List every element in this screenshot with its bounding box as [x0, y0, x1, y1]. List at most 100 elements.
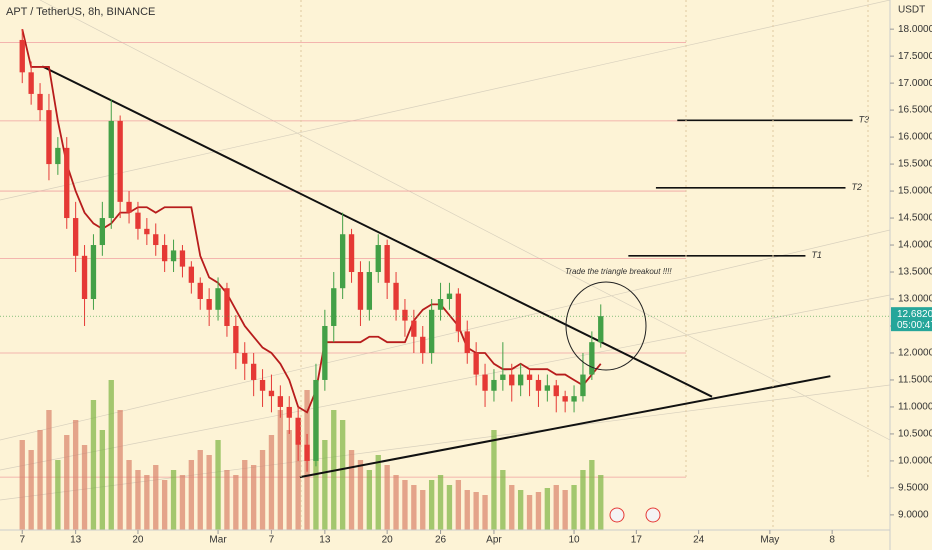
volume-bar [277, 410, 284, 530]
candle-body [250, 363, 257, 380]
volume-bar [170, 470, 177, 530]
candle-body [197, 282, 203, 300]
volume-bar [339, 420, 346, 530]
volume-bar [28, 450, 34, 530]
x-tick-label: May [760, 535, 779, 546]
volume-bar [598, 475, 604, 530]
candle-body [482, 374, 488, 391]
candle-body [108, 120, 114, 219]
y-tick-label: 12.0000 [898, 348, 932, 359]
volume-bar [197, 450, 203, 530]
candle-body [553, 385, 559, 397]
y-tick-label: 17.0000 [898, 78, 932, 89]
flag-icons [609, 507, 661, 523]
volume-bar [384, 465, 390, 530]
candle-body [286, 406, 292, 418]
candle-body [117, 120, 123, 202]
last-price-box [891, 307, 932, 332]
volume-bar [348, 450, 355, 530]
volume-bar [589, 460, 595, 530]
volume-bar [428, 480, 435, 530]
x-tick-label: Apr [486, 535, 502, 546]
annotation: Trade the triangle breakout !!!! [565, 267, 672, 276]
candle-body [491, 379, 497, 391]
y-tick-label: 17.5000 [898, 51, 932, 62]
candle-body [393, 282, 399, 310]
candle-body [411, 320, 417, 337]
volume-bar [268, 435, 275, 530]
candle-body [206, 299, 212, 310]
volume-bar [37, 430, 43, 530]
volume-bar [509, 485, 515, 530]
candle-body [509, 374, 515, 386]
candle-body [28, 72, 34, 94]
candle-body [179, 250, 186, 267]
candle-body [598, 316, 604, 343]
volume-bar [144, 475, 150, 530]
candle-body [46, 110, 52, 165]
volume-bar [420, 490, 426, 530]
volume-bar [437, 475, 444, 530]
x-tick-label: 17 [631, 535, 643, 546]
volume-bar [99, 430, 106, 530]
volume-bar [446, 485, 453, 530]
volume-bar [402, 480, 408, 530]
volume-bar [500, 470, 506, 530]
volume-bar [259, 450, 266, 530]
volume-bar [72, 420, 79, 530]
y-tick-label: 11.0000 [898, 402, 932, 413]
volume-bar [544, 488, 551, 530]
volume-bar [473, 492, 479, 530]
candle-body [500, 374, 506, 380]
volume-bar [250, 465, 257, 530]
volume-bar [90, 400, 97, 530]
candle-body [135, 212, 141, 229]
y-tick-label: 15.0000 [898, 186, 932, 197]
trendline [299, 375, 831, 479]
candle-body [589, 342, 595, 375]
volume-bar [357, 460, 364, 530]
volume-bar [242, 460, 248, 530]
volume-bar [517, 490, 524, 530]
candle-body [277, 396, 284, 407]
candle-body [99, 218, 106, 246]
candle-body [242, 352, 248, 364]
volume-bar [464, 490, 470, 530]
candle-body [188, 266, 195, 283]
volume-bar [19, 440, 25, 530]
x-tick-label: 24 [693, 535, 705, 546]
volume-bar [562, 490, 568, 530]
volume-bar [206, 455, 212, 530]
candle-body [562, 396, 568, 402]
volume-bar [375, 455, 381, 530]
volume-bar [188, 460, 195, 530]
y-tick-label: 10.5000 [898, 429, 932, 440]
candle-body [215, 288, 221, 310]
candle-body [580, 374, 586, 397]
volume-bar [161, 480, 168, 530]
candle-body [55, 147, 61, 165]
vertical-guides [300, 0, 869, 530]
candle-body [64, 147, 70, 219]
volume-bar [179, 475, 186, 530]
plot-layer: T1 T2 T3 [0, 28, 890, 530]
volume-bar [482, 495, 488, 530]
candle-body [233, 325, 239, 353]
candle-body [464, 331, 470, 353]
y-tick-label: 9.5000 [898, 483, 929, 494]
y-tick-label: 9.0000 [898, 510, 929, 521]
volume-bar [526, 495, 533, 530]
chart-title: APT / TetherUS, 8h, BINANCE [6, 6, 155, 18]
candle-body [170, 250, 177, 262]
candle-body [571, 396, 577, 402]
candle-body [37, 93, 43, 111]
candle-body [517, 374, 524, 386]
candle-body [526, 374, 533, 380]
volume-bar [81, 445, 88, 530]
x-tick-label: 7 [19, 535, 25, 546]
target-label: T1 [811, 250, 822, 260]
candle-body [304, 444, 310, 461]
x-tick-label: 26 [435, 535, 447, 546]
volume-bar [491, 430, 497, 530]
